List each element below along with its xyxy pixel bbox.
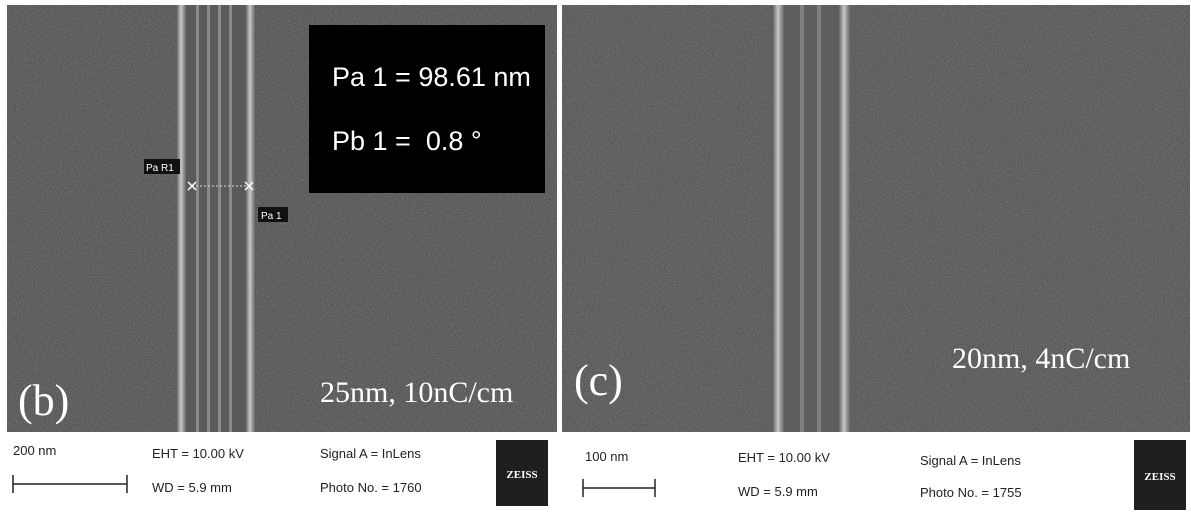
photo-no: Photo No. = 1755 [920,485,1022,500]
stripe-line [218,5,221,432]
measurement: Pa 1 = 98.61 nm [332,62,531,92]
stripe-line [800,5,804,432]
stripe-body [186,5,246,432]
marker-label: Pa 1 [261,211,282,222]
caption: 20nm, 4nC/cm [952,342,1130,375]
stripe-edge [245,5,255,432]
eht: EHT = 10.00 kV [738,450,830,465]
panel-label: (b) [18,376,69,425]
panel-b: Pa 1 = 98.61 nm Pb 1 = 0.8 ° Pa R1 Pa 1 … [7,5,557,515]
logo: ZEISS [506,469,537,481]
stripe-line [229,5,232,432]
stripe-line [196,5,199,432]
measurement-box [309,25,545,193]
info-bar [562,432,1190,515]
panel-c: (c) 20nm, 4nC/cm 100 nm EHT = 10.00 kV W… [562,5,1190,515]
stripe-body [784,5,840,432]
wd: WD = 5.9 mm [152,480,232,495]
wd: WD = 5.9 mm [738,484,818,499]
caption: 25nm, 10nC/cm [320,376,513,409]
stripe-line [817,5,821,432]
figure: Pa 1 = 98.61 nm Pb 1 = 0.8 ° Pa R1 Pa 1 … [0,0,1191,517]
scale-label: 200 nm [13,443,56,458]
marker-label: Pa R1 [146,163,174,174]
eht: EHT = 10.00 kV [152,446,244,461]
signal: Signal A = InLens [320,446,421,461]
stripe-line [207,5,210,432]
info-bar [7,432,557,515]
stripe-group [772,5,850,432]
stripe-edge [838,5,850,432]
signal: Signal A = InLens [920,453,1021,468]
logo: ZEISS [1144,471,1175,483]
panel-label: (c) [574,356,623,405]
stripe-edge [772,5,784,432]
stripe-edge [176,5,186,432]
stripe-group [176,5,255,432]
measurement: Pb 1 = 0.8 ° [332,126,482,156]
scale-label: 100 nm [585,449,628,464]
photo-no: Photo No. = 1760 [320,480,422,495]
